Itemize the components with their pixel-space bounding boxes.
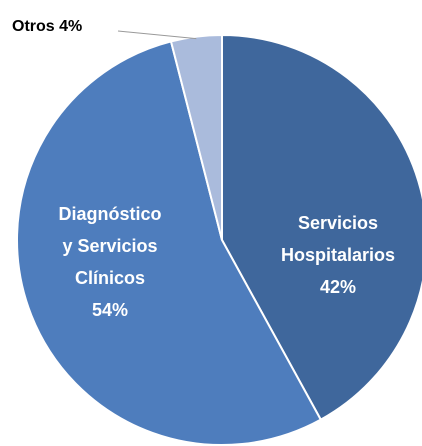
pie-slice — [169, 33, 223, 241]
slice-label: Diagnóstico — [58, 204, 161, 224]
slice-value-label: 42% — [320, 277, 356, 297]
slice-label: y Servicios — [62, 236, 157, 256]
slice-label: Servicios — [298, 213, 378, 233]
pie-slice — [221, 33, 422, 422]
slice-value-label: 4% — [59, 18, 82, 35]
leader-line — [117, 30, 197, 40]
slice-label: Clínicos — [75, 268, 145, 288]
slice-label: Hospitalarios — [281, 245, 395, 265]
slice-label-name: Otros — [12, 18, 55, 35]
slice-value-label: 54% — [92, 300, 128, 320]
slice-label: Otros 4% — [12, 18, 82, 35]
pie-slice — [16, 40, 323, 446]
